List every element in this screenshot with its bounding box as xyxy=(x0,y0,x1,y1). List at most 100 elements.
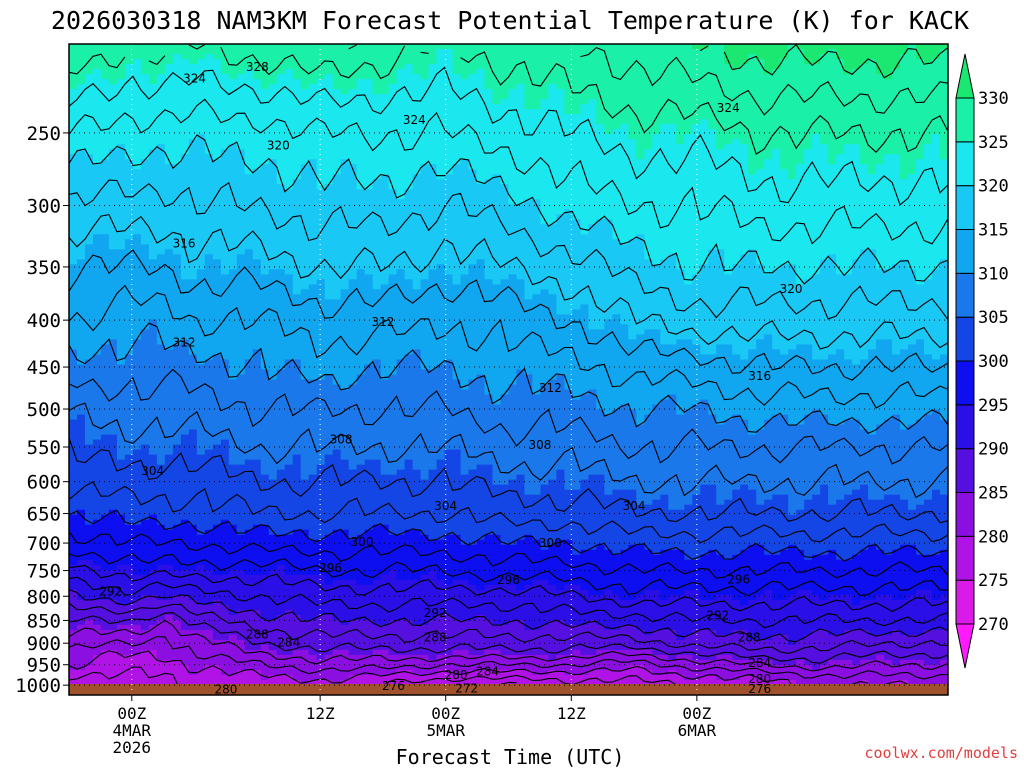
theta-cell xyxy=(364,384,374,391)
theta-cell xyxy=(220,489,230,496)
theta-cell xyxy=(348,229,358,235)
theta-cell xyxy=(188,514,198,521)
theta-cell xyxy=(268,514,278,521)
theta-cell xyxy=(220,164,230,170)
theta-cell xyxy=(212,179,222,185)
theta-cell xyxy=(156,254,166,260)
theta-cell xyxy=(140,619,150,626)
theta-cell xyxy=(108,654,118,661)
theta-cell xyxy=(116,364,126,371)
theta-cell xyxy=(164,259,174,265)
theta-cell xyxy=(324,609,334,616)
theta-cell xyxy=(116,64,126,70)
theta-cell xyxy=(212,304,222,311)
theta-cell xyxy=(69,209,78,215)
theta-cell xyxy=(69,184,78,190)
theta-cell xyxy=(156,509,166,516)
theta-cell xyxy=(76,334,86,341)
theta-cell xyxy=(236,679,246,686)
theta-cell xyxy=(356,324,366,331)
theta-cell xyxy=(340,84,350,90)
theta-cell xyxy=(268,414,278,421)
theta-cell xyxy=(308,59,318,65)
theta-cell xyxy=(332,174,342,180)
theta-cell xyxy=(212,229,222,235)
theta-cell xyxy=(196,134,206,140)
theta-cell xyxy=(204,49,214,55)
theta-cell xyxy=(308,294,318,300)
theta-cell xyxy=(220,529,230,536)
theta-cell xyxy=(260,109,270,115)
theta-cell xyxy=(196,494,206,501)
theta-cell xyxy=(300,484,310,491)
theta-cell xyxy=(332,119,342,125)
theta-cell xyxy=(372,54,382,60)
theta-cell xyxy=(300,344,310,351)
theta-cell xyxy=(108,534,118,541)
theta-cell xyxy=(300,239,310,245)
theta-cell xyxy=(316,294,326,300)
theta-cell xyxy=(340,419,350,426)
theta-cell xyxy=(356,74,366,80)
theta-cell xyxy=(116,249,126,255)
theta-cell xyxy=(204,589,214,596)
theta-cell xyxy=(132,269,142,275)
theta-cell xyxy=(260,94,270,100)
theta-cell xyxy=(140,599,150,606)
theta-cell xyxy=(364,349,374,356)
theta-cell xyxy=(300,504,310,511)
theta-cell xyxy=(220,269,230,275)
theta-cell xyxy=(276,559,286,566)
theta-cell xyxy=(172,239,182,245)
theta-cell xyxy=(356,354,366,361)
theta-cell xyxy=(188,644,198,651)
theta-cell xyxy=(228,599,238,606)
theta-cell xyxy=(69,434,78,441)
theta-cell xyxy=(340,584,350,591)
theta-cell xyxy=(268,349,278,356)
theta-cell xyxy=(172,309,182,316)
theta-cell xyxy=(356,589,366,596)
theta-cell xyxy=(292,494,302,501)
theta-cell xyxy=(92,469,102,476)
theta-cell xyxy=(308,509,318,516)
theta-cell xyxy=(316,119,326,125)
theta-cell xyxy=(108,494,118,501)
theta-cell xyxy=(92,614,102,621)
theta-cell xyxy=(124,454,134,461)
theta-cell xyxy=(69,674,78,681)
theta-cell xyxy=(364,59,374,65)
theta-cell xyxy=(292,179,302,185)
theta-cell xyxy=(164,504,174,511)
theta-cell xyxy=(276,164,286,170)
theta-cell xyxy=(220,664,230,671)
theta-cell xyxy=(300,434,310,441)
theta-cell xyxy=(84,394,94,401)
theta-cell xyxy=(212,339,222,346)
theta-cell xyxy=(196,319,206,326)
theta-cell xyxy=(172,649,182,656)
theta-cell xyxy=(164,129,174,135)
theta-cell xyxy=(220,99,230,105)
theta-cell xyxy=(364,539,374,546)
theta-cell xyxy=(124,629,134,636)
theta-cell xyxy=(132,84,142,90)
theta-cell xyxy=(116,334,126,341)
theta-cell xyxy=(356,229,366,235)
theta-cell xyxy=(156,344,166,351)
theta-cell xyxy=(148,169,158,175)
theta-cell xyxy=(260,99,270,105)
theta-cell xyxy=(348,339,358,346)
theta-cell xyxy=(220,114,230,120)
theta-cell xyxy=(340,459,350,466)
theta-cell xyxy=(84,409,94,416)
theta-cell xyxy=(116,244,126,250)
theta-cell xyxy=(340,99,350,105)
theta-cell xyxy=(84,379,94,386)
theta-cell xyxy=(84,359,94,366)
theta-cell xyxy=(140,679,150,686)
theta-cell xyxy=(188,484,198,491)
theta-cell xyxy=(84,594,94,601)
theta-cell xyxy=(252,629,262,636)
theta-cell xyxy=(196,199,206,205)
